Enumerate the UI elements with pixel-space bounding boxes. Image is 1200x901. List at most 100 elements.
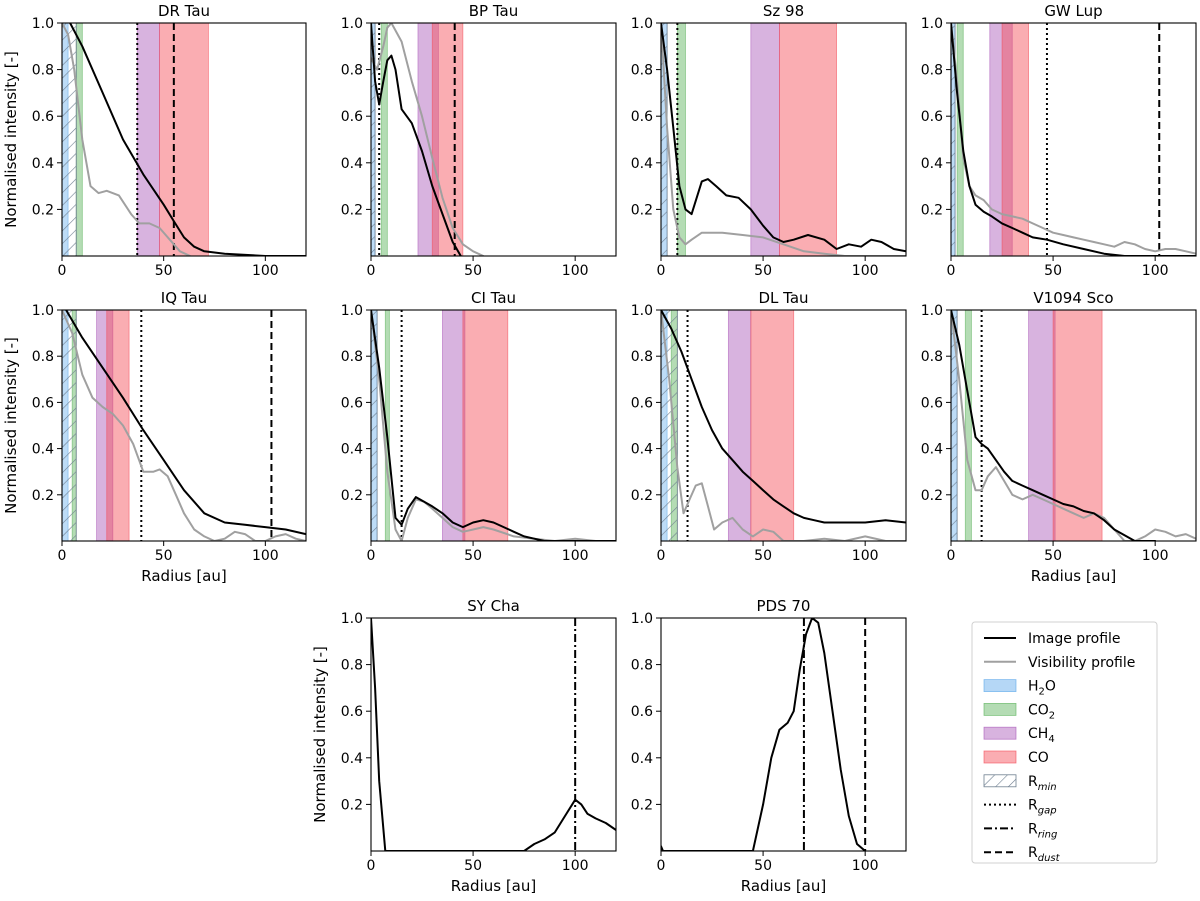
rmin-hatch: [951, 310, 958, 541]
rmin-hatch: [62, 23, 77, 256]
plot-area: [371, 23, 485, 256]
x-tick-label: 100: [1142, 263, 1169, 279]
x-axis-label: Radius [au]: [451, 877, 536, 895]
panel-title: PDS 70: [757, 597, 811, 615]
x-tick-label: 100: [1142, 548, 1169, 564]
y-tick-label: 1.0: [341, 611, 363, 627]
band-ch4: [96, 310, 114, 541]
visibility-profile-line: [951, 23, 1196, 255]
axes-frame: [660, 309, 907, 542]
y-tick-label: 0.8: [921, 63, 943, 79]
plot-area: [62, 23, 306, 256]
rmin-hatch: [371, 23, 376, 256]
y-tick-label: 0.2: [631, 202, 653, 218]
y-tick-label: 0.6: [32, 109, 54, 125]
y-tick-label: 0.6: [921, 395, 943, 411]
axes-frame: [950, 22, 1197, 257]
panel-title: Sz 98: [763, 2, 804, 20]
x-tick-label: 0: [367, 263, 376, 279]
y-tick-label: 0.8: [631, 349, 653, 365]
band-ch4: [750, 23, 780, 256]
band-co: [462, 310, 509, 541]
y-tick-label: 0.8: [341, 658, 363, 674]
legend-label-H2O: H2O: [1028, 679, 1056, 698]
band-co: [159, 23, 209, 256]
x-tick-label: 50: [754, 263, 772, 279]
x-tick-label: 0: [58, 263, 67, 279]
y-tick-label: 0.2: [631, 797, 653, 813]
panel-ci-tau: 0 50 100 0.2 0.4 0.6 0.8 1.0 CI Tau: [341, 289, 617, 564]
axes-frame: [660, 22, 907, 257]
visibility-profile-line: [661, 310, 906, 541]
y-tick-label: 0.4: [631, 442, 653, 458]
x-tick-label: 0: [367, 548, 376, 564]
y-axis-label: Normalised intensity [-]: [2, 337, 20, 514]
x-tick-label: 100: [852, 858, 879, 874]
y-tick-label: 0.4: [341, 442, 363, 458]
y-tick-label: 0.6: [32, 395, 54, 411]
y-tick-label: 0.4: [32, 442, 54, 458]
panel-gw-lup: 0 50 100 0.2 0.4 0.6 0.8 1.0 GW Lup: [921, 2, 1197, 279]
image-profile-line: [371, 310, 616, 541]
legend-label-image: Image profile: [1028, 631, 1121, 647]
panel-title: IQ Tau: [161, 289, 207, 307]
x-tick-label: 0: [657, 263, 666, 279]
x-axis-label: Radius [au]: [1031, 567, 1116, 585]
y-tick-label: 0.6: [341, 704, 363, 720]
band-co: [750, 310, 795, 541]
legend-label-rmin: Rmin: [1028, 774, 1057, 793]
legend-label-rdust: Rdust: [1028, 845, 1061, 864]
panel-title: SY Cha: [467, 597, 520, 615]
plot-area: [661, 310, 906, 541]
y-tick-label: 0.8: [341, 63, 363, 79]
y-tick-label: 0.6: [341, 109, 363, 125]
y-axis-label: Normalised intensity [-]: [311, 646, 329, 823]
x-axis-label: Radius [au]: [141, 567, 226, 585]
axes-frame: [660, 617, 907, 852]
x-tick-label: 100: [252, 548, 279, 564]
axes-frame: [61, 22, 307, 257]
y-tick-label: 1.0: [631, 16, 653, 32]
y-tick-label: 1.0: [341, 16, 363, 32]
legend-handle-co2: [983, 703, 1017, 716]
panel-title: BP Tau: [469, 2, 518, 20]
x-tick-label: 0: [657, 548, 666, 564]
y-tick-label: 0.2: [341, 797, 363, 813]
plot-area: [371, 618, 616, 851]
axes-frame: [370, 617, 617, 852]
band-co: [779, 23, 837, 256]
y-tick-label: 0.2: [921, 488, 943, 504]
x-tick-label: 50: [1044, 263, 1062, 279]
legend-label-visibility: Visibility profile: [1028, 655, 1135, 671]
image-profile-line: [951, 310, 1157, 541]
legend-handle-h2o: [983, 679, 1017, 692]
y-tick-label: 1.0: [341, 303, 363, 319]
panel-v1094-sco: 0 50 100 0.2 0.4 0.6 0.8 1.0 V1094 Sco Radius [au…: [921, 289, 1197, 585]
x-tick-label: 50: [754, 858, 772, 874]
visibility-profile-line: [951, 310, 1196, 541]
y-tick-label: 1.0: [631, 611, 653, 627]
plot-area: [62, 310, 306, 541]
y-tick-label: 0.8: [32, 349, 54, 365]
x-tick-label: 50: [155, 548, 173, 564]
x-tick-label: 50: [754, 548, 772, 564]
y-tick-label: 0.4: [341, 751, 363, 767]
y-tick-label: 0.8: [341, 349, 363, 365]
image-profile-line: [65, 310, 306, 536]
y-tick-label: 0.2: [631, 488, 653, 504]
band-ch4: [136, 23, 161, 256]
x-tick-label: 100: [562, 263, 589, 279]
panel-bp-tau: 0 50 100 0.2 0.4 0.6 0.8 1.0 BP Tau: [341, 2, 617, 279]
y-tick-label: 0.6: [341, 395, 363, 411]
plot-area: [661, 23, 906, 256]
legend-label-CO: CO: [1028, 750, 1049, 766]
panel-sy-cha: 0 50 100 0.2 0.4 0.6 0.8 1.0 SY Cha Radius [au] No…: [311, 597, 617, 895]
y-tick-label: 0.4: [32, 156, 54, 172]
y-tick-label: 1.0: [921, 303, 943, 319]
y-tick-label: 0.6: [631, 109, 653, 125]
y-tick-label: 1.0: [921, 16, 943, 32]
panel-iq-tau: 0 50 100 0.2 0.4 0.6 0.8 1.0 IQ Tau Radius [au] No…: [2, 289, 307, 585]
band-co: [431, 23, 464, 256]
x-tick-label: 50: [464, 858, 482, 874]
